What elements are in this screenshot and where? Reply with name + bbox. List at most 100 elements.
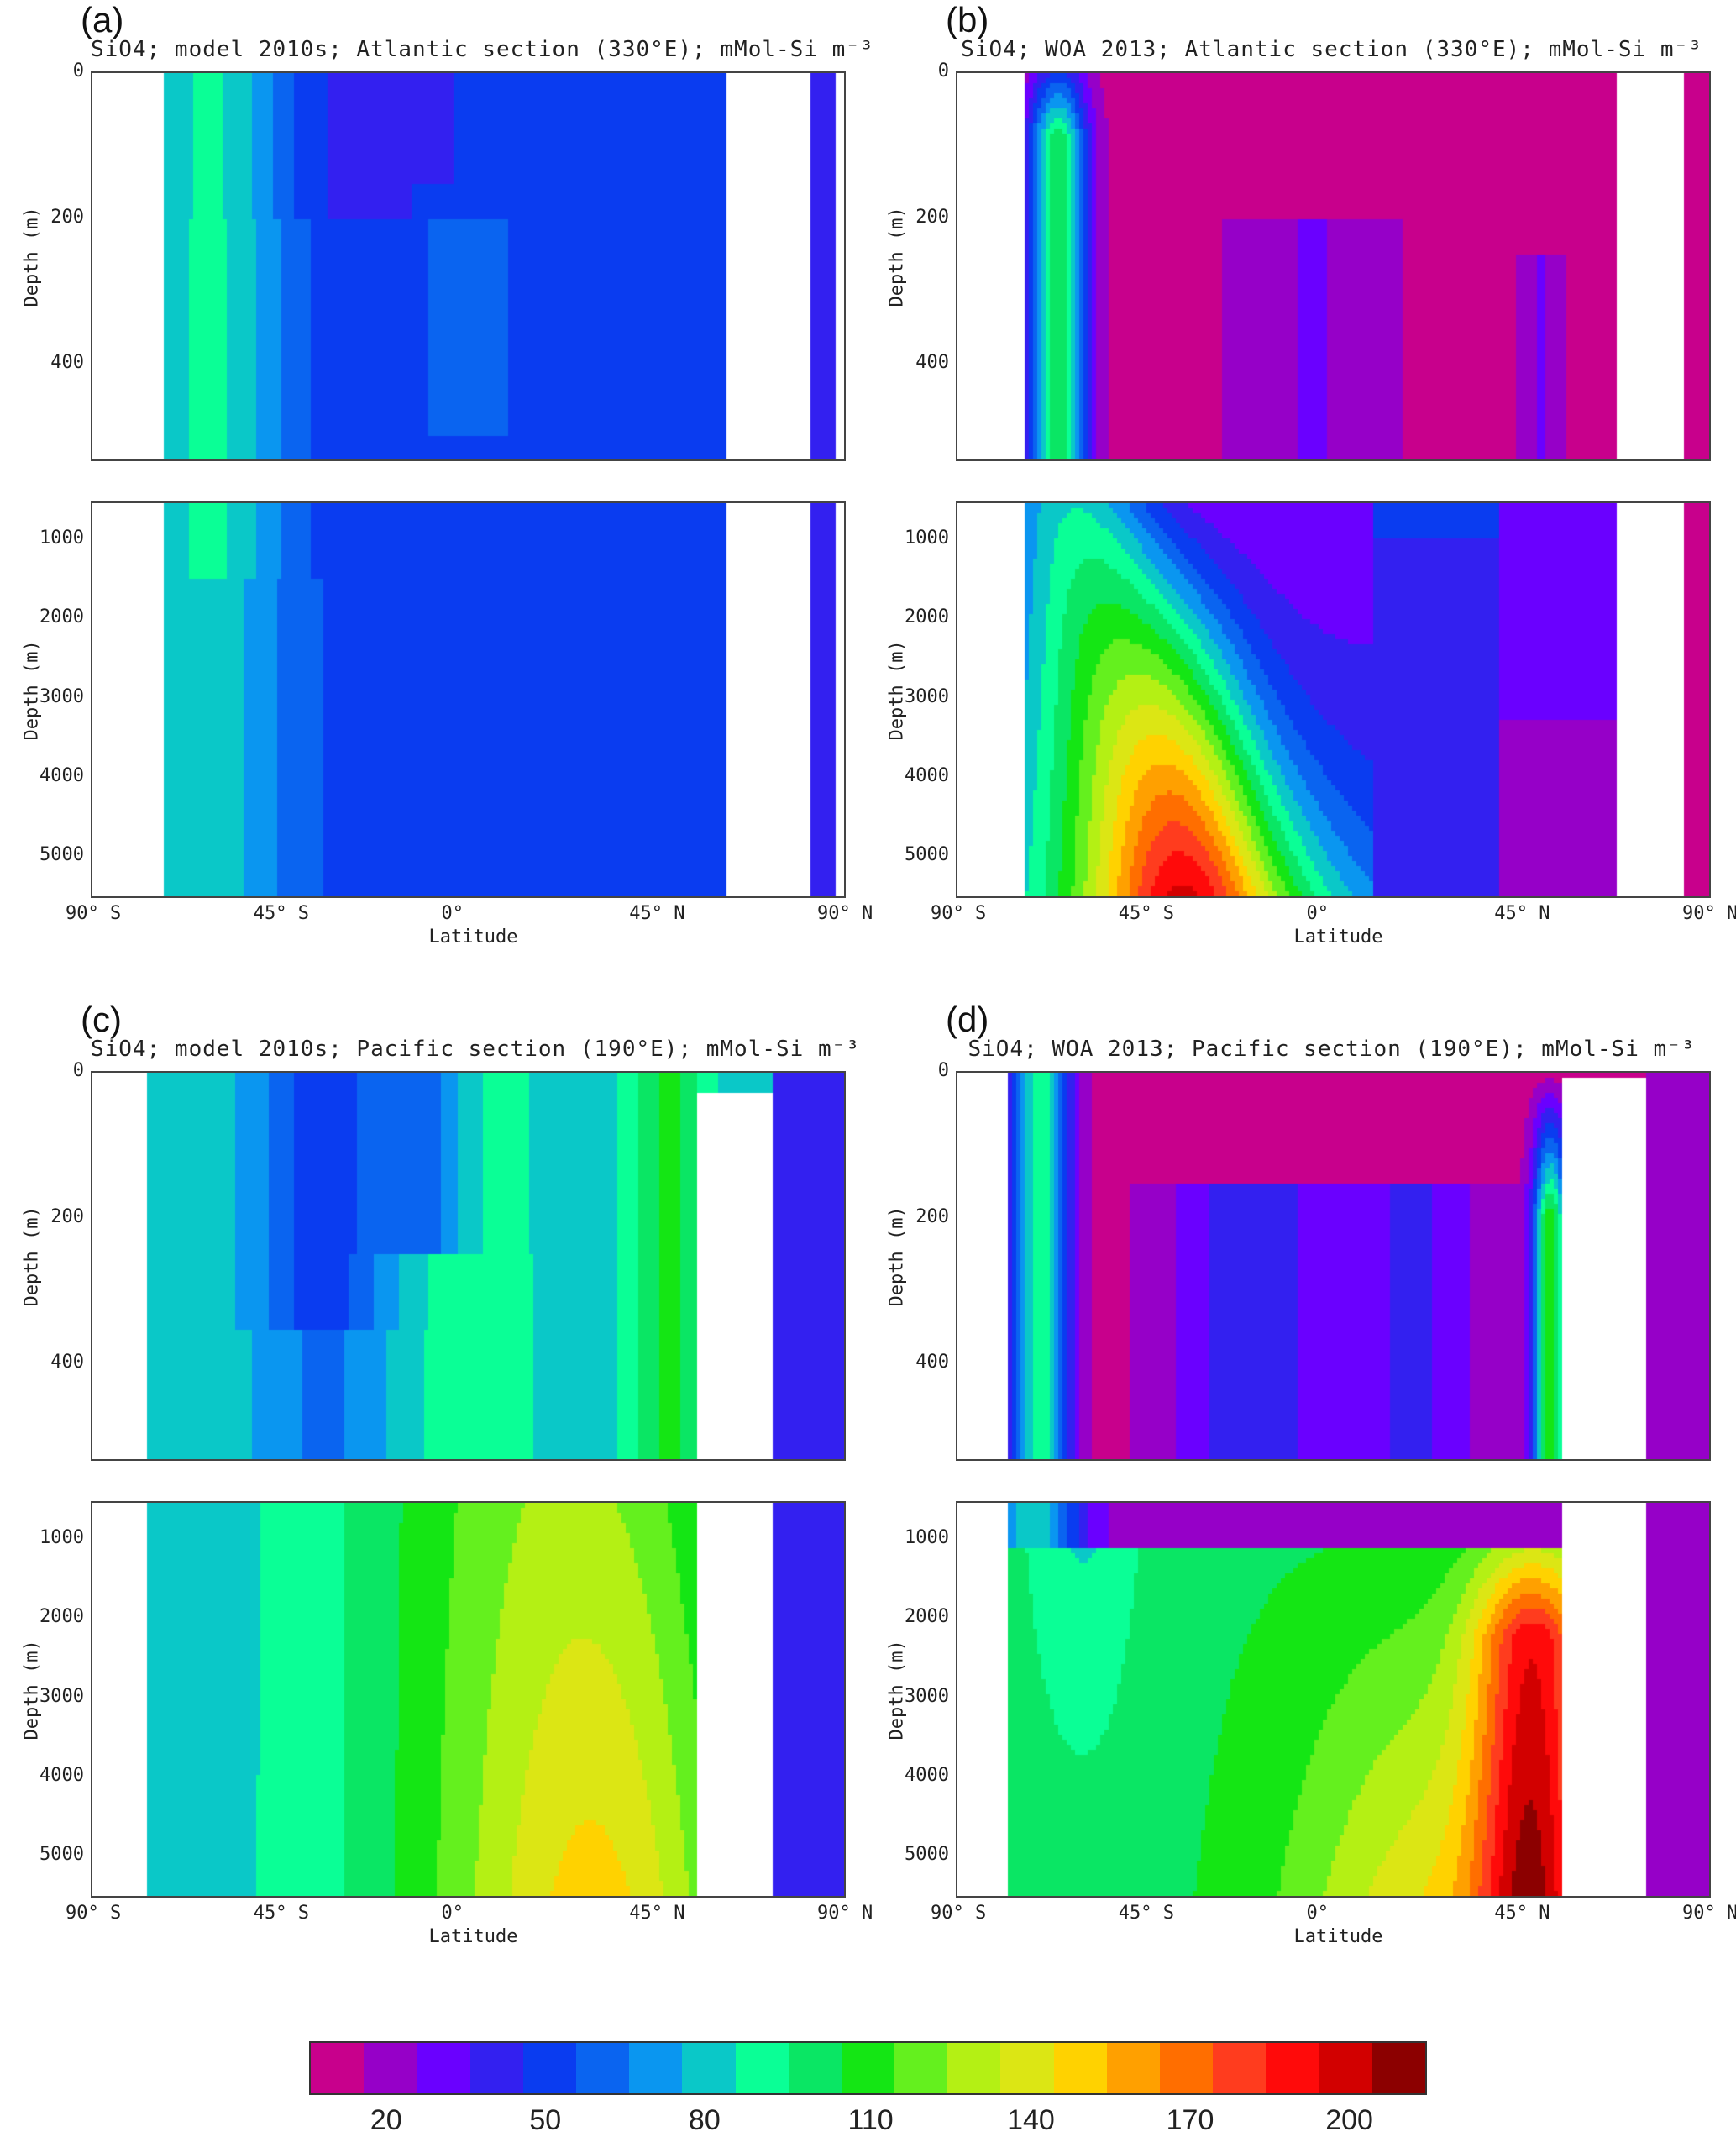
x-tick-label: 45° S	[1118, 1903, 1174, 1924]
x-tick-label: 90° N	[1682, 903, 1736, 924]
colorbar-swatch	[311, 2043, 365, 2093]
y-tick-label: 4000	[39, 764, 84, 786]
y-tick-label: 200	[50, 1205, 84, 1227]
y-axis-label: Depth (m)	[21, 640, 43, 741]
y-tick-label: 1000	[39, 528, 84, 549]
colorbar-swatch	[1106, 2043, 1160, 2093]
y-tick-label: 400	[915, 352, 949, 374]
colorbar-swatch	[735, 2043, 789, 2093]
x-tick-label: 45° N	[629, 1903, 685, 1924]
colorbar-tick-label: 50	[529, 2104, 562, 2136]
colorbar-swatch	[1000, 2043, 1054, 2093]
panel-label: (b)	[946, 0, 989, 39]
y-tick-label: 4000	[39, 1764, 84, 1786]
panel-title: SiO4; WOA 2013; Atlantic section (330°E)…	[961, 37, 1702, 62]
colorbar	[309, 2041, 1427, 2095]
colorbar-swatch	[1213, 2043, 1267, 2093]
colorbar-swatch	[947, 2043, 1001, 2093]
y-tick-label: 3000	[905, 685, 949, 707]
y-tick-label: 1000	[39, 1527, 84, 1549]
panel-c: (c) SiO4; model 2010s; Pacific section (1…	[0, 1000, 873, 1999]
x-tick-label: 45° S	[253, 1903, 309, 1924]
panel-title: SiO4; model 2010s; Pacific section (190°…	[91, 1037, 860, 1062]
x-tick-label: 0°	[1306, 903, 1330, 924]
colorbar-tick-label: 170	[1166, 2104, 1214, 2136]
colorbar-swatch	[894, 2043, 948, 2093]
colorbar-swatch	[522, 2043, 576, 2093]
upper-section-plot	[91, 71, 846, 461]
x-tick-label: 45° N	[1494, 1903, 1550, 1924]
x-tick-label: 90° N	[1682, 1903, 1736, 1924]
colorbar-swatch	[1371, 2043, 1425, 2093]
panel-title: SiO4; model 2010s; Atlantic section (330…	[91, 37, 874, 62]
x-tick-label: 45° S	[1118, 903, 1174, 924]
colorbar-tick-label: 140	[1007, 2104, 1055, 2136]
upper-section-plot	[956, 1071, 1711, 1461]
y-tick-label: 3000	[39, 685, 84, 707]
upper-heatmap	[957, 1073, 1709, 1459]
x-tick-label: 45° S	[253, 903, 309, 924]
colorbar-swatch	[1319, 2043, 1372, 2093]
lower-heatmap	[957, 503, 1709, 896]
y-tick-label: 2000	[905, 606, 949, 628]
panel-label: (c)	[81, 1000, 122, 1039]
lower-section-plot	[956, 1501, 1711, 1898]
colorbar-swatch	[788, 2043, 842, 2093]
y-tick-label: 400	[50, 1352, 84, 1373]
y-tick-label: 5000	[39, 1843, 84, 1865]
colorbar-swatch	[469, 2043, 523, 2093]
y-tick-label: 200	[50, 206, 84, 228]
colorbar-swatch	[417, 2043, 470, 2093]
y-tick-label: 5000	[905, 1843, 949, 1865]
y-tick-label: 4000	[905, 1764, 949, 1786]
colorbar-swatch	[1266, 2043, 1319, 2093]
colorbar-tick-label: 200	[1325, 2104, 1373, 2136]
y-tick-label: 2000	[39, 606, 84, 628]
x-axis-label: Latitude	[428, 1926, 518, 1947]
upper-section-plot	[91, 1071, 846, 1461]
x-axis-label: Latitude	[1293, 1926, 1383, 1947]
x-tick-label: 45° N	[629, 903, 685, 924]
lower-section-plot	[91, 501, 846, 898]
y-tick-label: 400	[50, 352, 84, 374]
y-axis-label: Depth (m)	[21, 1640, 43, 1741]
y-tick-label: 0	[937, 60, 949, 81]
lower-heatmap	[92, 503, 844, 896]
y-tick-label: 0	[72, 60, 84, 81]
y-tick-label: 4000	[905, 764, 949, 786]
upper-section-plot	[956, 71, 1711, 461]
upper-heatmap	[92, 73, 844, 459]
y-tick-label: 200	[915, 206, 949, 228]
colorbar-tick-label: 20	[370, 2104, 402, 2136]
x-tick-label: 90° S	[66, 903, 122, 924]
y-tick-label: 5000	[39, 843, 84, 865]
x-tick-label: 45° N	[1494, 903, 1550, 924]
panel-a: (a) SiO4; model 2010s; Atlantic section (…	[0, 0, 874, 1000]
colorbar-swatch	[1053, 2043, 1107, 2093]
colorbar-swatch	[629, 2043, 683, 2093]
lower-section-plot	[91, 1501, 846, 1898]
x-tick-label: 90° S	[931, 1903, 987, 1924]
x-tick-label: 90° N	[817, 903, 873, 924]
y-tick-label: 2000	[905, 1606, 949, 1628]
x-tick-label: 0°	[441, 903, 464, 924]
y-axis-label: Depth (m)	[886, 640, 908, 741]
colorbar-swatch	[1160, 2043, 1214, 2093]
y-tick-label: 1000	[905, 528, 949, 549]
x-tick-label: 90° S	[66, 1903, 122, 1924]
colorbar-swatch	[682, 2043, 736, 2093]
colorbar-swatch	[575, 2043, 630, 2093]
y-axis-label: Depth (m)	[21, 207, 43, 307]
y-axis-label: Depth (m)	[886, 1206, 908, 1307]
panel-label: (a)	[81, 0, 124, 39]
upper-heatmap	[957, 73, 1709, 459]
y-axis-label: Depth (m)	[886, 1640, 908, 1741]
y-tick-label: 400	[915, 1352, 949, 1373]
x-axis-label: Latitude	[1293, 927, 1383, 948]
panel-label: (d)	[946, 1000, 989, 1039]
lower-heatmap	[92, 1503, 844, 1896]
x-tick-label: 90° N	[817, 1903, 873, 1924]
panel-title: SiO4; WOA 2013; Pacific section (190°E);…	[968, 1037, 1696, 1062]
y-tick-label: 1000	[905, 1527, 949, 1549]
y-tick-label: 200	[915, 1205, 949, 1227]
